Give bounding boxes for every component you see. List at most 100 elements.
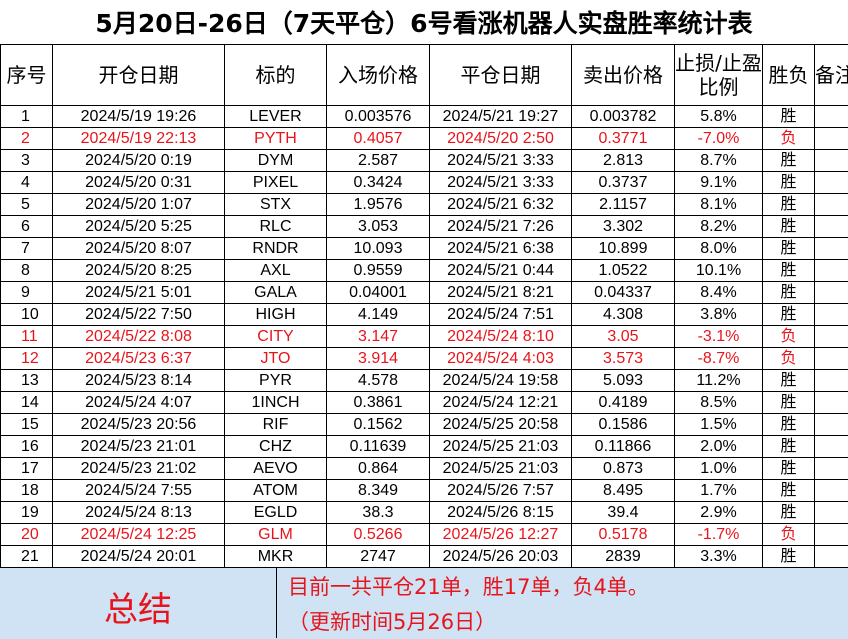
cell-open-date: 2024/5/24 8:13	[53, 502, 225, 524]
cell-idx: 18	[1, 480, 53, 502]
cell-open-date: 2024/5/19 19:26	[53, 106, 225, 128]
cell-ratio: 8.0%	[675, 238, 763, 260]
cell-entry-price: 8.349	[327, 480, 430, 502]
cell-result: 胜	[763, 436, 815, 458]
cell-close-date: 2024/5/24 7:51	[430, 304, 572, 326]
cell-symbol: DYM	[225, 150, 327, 172]
cell-note	[815, 480, 848, 502]
cell-idx: 12	[1, 348, 53, 370]
header-ratio: 止损/止盈比例	[675, 45, 763, 106]
cell-symbol: LEVER	[225, 106, 327, 128]
cell-idx: 2	[1, 128, 53, 150]
cell-entry-price: 3.147	[327, 326, 430, 348]
cell-idx: 10	[1, 304, 53, 326]
cell-exit-price: 0.3737	[572, 172, 675, 194]
cell-idx: 21	[1, 546, 53, 568]
cell-symbol: PYTH	[225, 128, 327, 150]
cell-entry-price: 1.9576	[327, 194, 430, 216]
cell-ratio: 3.8%	[675, 304, 763, 326]
cell-entry-price: 0.3424	[327, 172, 430, 194]
cell-note	[815, 370, 848, 392]
cell-entry-price: 0.9559	[327, 260, 430, 282]
cell-exit-price: 0.5178	[572, 524, 675, 546]
header-idx: 序号	[1, 45, 53, 106]
cell-entry-price: 0.4057	[327, 128, 430, 150]
cell-exit-price: 0.1586	[572, 414, 675, 436]
cell-open-date: 2024/5/23 6:37	[53, 348, 225, 370]
cell-ratio: 8.1%	[675, 194, 763, 216]
header-exit-price: 卖出价格	[572, 45, 675, 106]
cell-idx: 6	[1, 216, 53, 238]
cell-close-date: 2024/5/21 7:26	[430, 216, 572, 238]
cell-exit-price: 5.093	[572, 370, 675, 392]
cell-ratio: 8.5%	[675, 392, 763, 414]
cell-open-date: 2024/5/20 8:25	[53, 260, 225, 282]
cell-exit-price: 39.4	[572, 502, 675, 524]
cell-ratio: 8.2%	[675, 216, 763, 238]
cell-close-date: 2024/5/21 3:33	[430, 150, 572, 172]
cell-symbol: HIGH	[225, 304, 327, 326]
cell-symbol: ATOM	[225, 480, 327, 502]
cell-idx: 7	[1, 238, 53, 260]
cell-entry-price: 4.578	[327, 370, 430, 392]
cell-ratio: 10.1%	[675, 260, 763, 282]
cell-close-date: 2024/5/21 3:33	[430, 172, 572, 194]
header-result: 胜负	[763, 45, 815, 106]
cell-close-date: 2024/5/25 21:03	[430, 458, 572, 480]
cell-ratio: 11.2%	[675, 370, 763, 392]
cell-close-date: 2024/5/21 8:21	[430, 282, 572, 304]
cell-symbol: RIF	[225, 414, 327, 436]
cell-ratio: -7.0%	[675, 128, 763, 150]
cell-open-date: 2024/5/20 1:07	[53, 194, 225, 216]
cell-entry-price: 3.914	[327, 348, 430, 370]
cell-result: 胜	[763, 260, 815, 282]
cell-close-date: 2024/5/24 4:03	[430, 348, 572, 370]
cell-close-date: 2024/5/20 2:50	[430, 128, 572, 150]
cell-symbol: 1INCH	[225, 392, 327, 414]
cell-exit-price: 3.302	[572, 216, 675, 238]
cell-result: 胜	[763, 172, 815, 194]
cell-close-date: 2024/5/26 20:03	[430, 546, 572, 568]
cell-close-date: 2024/5/21 0:44	[430, 260, 572, 282]
cell-symbol: PYR	[225, 370, 327, 392]
cell-entry-price: 0.003576	[327, 106, 430, 128]
cell-idx: 13	[1, 370, 53, 392]
cell-ratio: 1.5%	[675, 414, 763, 436]
cell-symbol: EGLD	[225, 502, 327, 524]
cell-open-date: 2024/5/19 22:13	[53, 128, 225, 150]
cell-ratio: 2.9%	[675, 502, 763, 524]
cell-entry-price: 0.5266	[327, 524, 430, 546]
summary-panel: 总结 目前一共平仓21单，胜17单，负4单。 （更新时间5月26日）	[0, 567, 848, 639]
cell-note	[815, 414, 848, 436]
cell-exit-price: 0.11866	[572, 436, 675, 458]
cell-exit-price: 4.308	[572, 304, 675, 326]
header-ratio-label: 止损/止盈比例	[675, 51, 762, 99]
cell-exit-price: 0.873	[572, 458, 675, 480]
cell-entry-price: 0.04001	[327, 282, 430, 304]
cell-open-date: 2024/5/21 5:01	[53, 282, 225, 304]
cell-open-date: 2024/5/24 4:07	[53, 392, 225, 414]
cell-idx: 8	[1, 260, 53, 282]
cell-symbol: GALA	[225, 282, 327, 304]
cell-exit-price: 0.4189	[572, 392, 675, 414]
cell-result: 胜	[763, 194, 815, 216]
cell-note	[815, 238, 848, 260]
cell-entry-price: 0.3861	[327, 392, 430, 414]
cell-exit-price: 0.3771	[572, 128, 675, 150]
cell-result: 胜	[763, 458, 815, 480]
cell-note	[815, 128, 848, 150]
cell-open-date: 2024/5/20 8:07	[53, 238, 225, 260]
